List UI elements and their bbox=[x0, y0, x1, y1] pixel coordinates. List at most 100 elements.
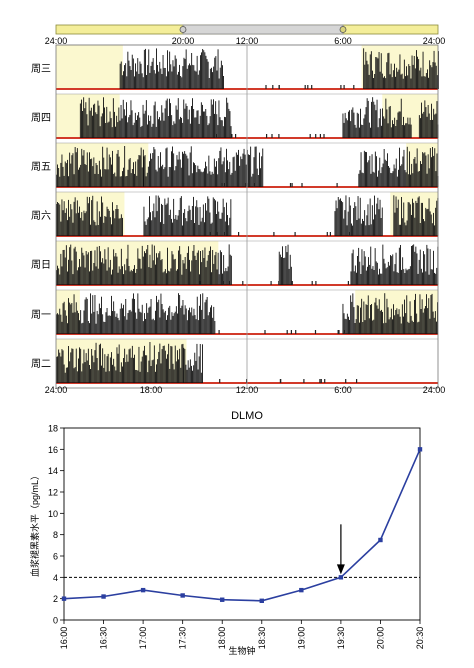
activity-bar bbox=[228, 225, 230, 236]
activity-bar bbox=[202, 293, 204, 334]
activity-bar bbox=[389, 317, 391, 334]
activity-bar bbox=[86, 298, 88, 334]
activity-bar bbox=[160, 260, 162, 285]
activity-bar bbox=[108, 315, 110, 334]
activity-bar bbox=[426, 173, 428, 187]
activity-bar bbox=[223, 157, 225, 187]
activity-bar bbox=[179, 64, 180, 89]
activity-bar bbox=[155, 264, 156, 285]
activity-bar bbox=[428, 198, 430, 236]
activity-bar bbox=[196, 343, 198, 383]
activity-bar bbox=[182, 260, 184, 285]
activity-bar bbox=[73, 201, 75, 236]
activity-bar bbox=[71, 155, 73, 187]
activity-bar bbox=[117, 209, 119, 236]
activity-bar bbox=[161, 166, 162, 187]
activity-bar bbox=[133, 357, 134, 383]
activity-bar bbox=[67, 323, 68, 334]
activity-bar bbox=[211, 272, 212, 285]
activity-bar bbox=[434, 62, 436, 89]
activity-bar bbox=[433, 212, 434, 236]
day-label: 周六 bbox=[31, 210, 51, 222]
activity-bar bbox=[211, 104, 213, 138]
activity-bar bbox=[164, 350, 166, 383]
activity-bar bbox=[408, 124, 410, 138]
activity-bar bbox=[431, 157, 432, 187]
activity-bar bbox=[73, 294, 75, 334]
activity-bar bbox=[366, 215, 368, 236]
activity-bar bbox=[129, 348, 131, 383]
data-point bbox=[61, 596, 67, 601]
activity-tick bbox=[343, 85, 345, 89]
activity-bar bbox=[353, 307, 355, 334]
activity-bar bbox=[94, 295, 96, 334]
activity-bar bbox=[203, 50, 205, 89]
activity-bar bbox=[198, 123, 200, 138]
activity-bar bbox=[381, 167, 383, 187]
activity-bar bbox=[83, 210, 85, 236]
activity-bar bbox=[336, 208, 338, 236]
activity-bar bbox=[401, 304, 403, 334]
activity-bar bbox=[390, 127, 392, 138]
activity-bar bbox=[102, 202, 104, 236]
activity-bar bbox=[129, 66, 131, 89]
activity-bar bbox=[131, 54, 133, 89]
activity-bar bbox=[181, 305, 183, 334]
activity-bar bbox=[398, 247, 400, 285]
activity-bar bbox=[393, 195, 395, 236]
activity-bar bbox=[110, 118, 112, 138]
activity-bar bbox=[180, 196, 182, 236]
activity-bar bbox=[253, 157, 255, 187]
activity-bar bbox=[193, 65, 195, 89]
activity-bar bbox=[158, 167, 160, 187]
activity-bar bbox=[71, 209, 73, 236]
activity-bar bbox=[112, 98, 114, 138]
activity-bar bbox=[173, 153, 175, 187]
activity-bar bbox=[249, 155, 250, 187]
light-phase-band bbox=[56, 143, 149, 187]
activity-bar bbox=[185, 308, 187, 334]
activity-bar bbox=[111, 127, 113, 138]
activity-bar bbox=[406, 123, 408, 138]
activity-bar bbox=[134, 173, 135, 187]
activity-bar bbox=[144, 251, 145, 285]
activity-tick bbox=[315, 134, 317, 138]
activity-bar bbox=[60, 356, 62, 383]
activity-bar bbox=[104, 107, 105, 138]
activity-bar bbox=[139, 61, 141, 89]
activity-bar bbox=[145, 48, 146, 89]
data-point bbox=[378, 537, 383, 543]
activity-bar bbox=[428, 274, 430, 285]
activity-tick bbox=[224, 183, 226, 187]
activity-bar bbox=[127, 313, 129, 334]
activity-bars bbox=[56, 293, 438, 334]
activity-bar bbox=[62, 210, 64, 236]
activity-bar bbox=[397, 112, 399, 138]
activity-bar bbox=[370, 305, 371, 334]
activity-bar bbox=[97, 174, 99, 187]
activity-bar bbox=[345, 319, 347, 334]
activity-bar bbox=[68, 298, 69, 334]
activity-bar bbox=[367, 204, 369, 236]
chart-title: DLMO bbox=[231, 410, 263, 422]
activity-bar bbox=[79, 347, 80, 383]
activity-bar bbox=[109, 157, 111, 187]
activity-bar bbox=[168, 215, 170, 236]
activity-bar bbox=[436, 75, 438, 89]
activity-bar bbox=[197, 165, 199, 187]
activity-bar bbox=[434, 114, 436, 138]
activity-bar bbox=[396, 176, 398, 187]
activity-bar bbox=[216, 214, 217, 236]
activity-bar bbox=[403, 269, 405, 285]
activity-bar bbox=[119, 176, 121, 187]
activity-bar bbox=[182, 300, 184, 334]
activity-bar bbox=[126, 354, 128, 383]
activity-bar bbox=[216, 161, 217, 187]
activity-bar bbox=[74, 197, 76, 236]
activity-bar bbox=[158, 71, 160, 89]
activity-bar bbox=[385, 98, 387, 138]
activity-bar bbox=[196, 110, 198, 138]
activity-bar bbox=[202, 171, 204, 187]
activity-bar bbox=[199, 274, 200, 285]
activity-bar bbox=[101, 262, 102, 285]
